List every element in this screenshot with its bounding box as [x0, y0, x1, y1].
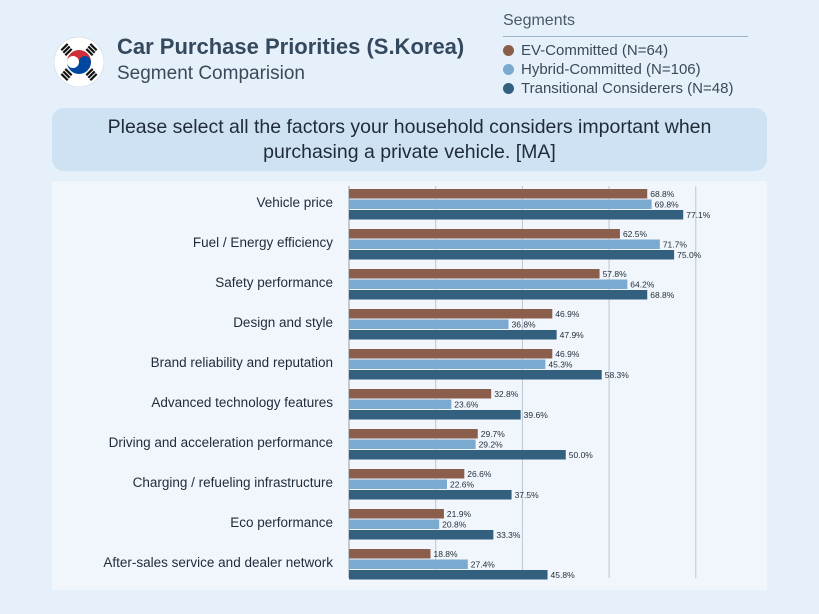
- data-label-ev: 46.9%: [555, 309, 580, 319]
- survey-question-box: Please select all the factors your house…: [52, 108, 767, 171]
- legend-label-ev: EV-Committed (N=64): [521, 42, 669, 59]
- bar-ev: [349, 229, 620, 239]
- data-label-ev: 18.8%: [433, 549, 458, 559]
- legend-title: Segments: [503, 12, 748, 37]
- bar-transitional: [349, 570, 548, 580]
- data-label-hybrid: 71.7%: [663, 240, 688, 250]
- bar-transitional: [349, 370, 602, 380]
- data-label-hybrid: 20.8%: [442, 520, 467, 530]
- bar-hybrid: [349, 319, 509, 329]
- category-label: After-sales service and dealer network: [103, 555, 333, 570]
- bar-transitional: [349, 530, 494, 540]
- data-label-ev: 57.8%: [603, 269, 628, 279]
- data-label-ev: 29.7%: [481, 429, 506, 439]
- data-label-ev: 46.9%: [555, 349, 580, 359]
- bar-transitional: [349, 490, 512, 500]
- data-label-ev: 68.8%: [650, 189, 675, 199]
- legend-label-hybrid: Hybrid-Committed (N=106): [521, 61, 701, 78]
- bar-transitional: [349, 290, 648, 300]
- category-label: Advanced technology features: [151, 395, 333, 410]
- bar-hybrid: [349, 239, 660, 249]
- bar-hybrid: [349, 199, 652, 209]
- category-label: Brand reliability and reputation: [151, 355, 333, 370]
- bar-hybrid: [349, 559, 468, 569]
- legend-swatch-ev: [503, 45, 514, 56]
- data-label-transitional: 45.8%: [551, 570, 576, 580]
- category-label: Vehicle price: [256, 195, 333, 210]
- data-label-hybrid: 23.6%: [454, 400, 479, 410]
- data-label-ev: 62.5%: [623, 229, 648, 239]
- bar-hybrid: [349, 519, 440, 529]
- survey-question-text: Please select all the factors your house…: [107, 115, 712, 163]
- legend-item-transitional: Transitional Considerers (N=48): [503, 79, 748, 98]
- data-label-hybrid: 69.8%: [655, 200, 680, 210]
- bar-ev: [349, 509, 444, 519]
- chart-subtitle: Segment Comparision: [117, 63, 305, 84]
- bar-transitional: [349, 450, 566, 460]
- bar-transitional: [349, 250, 675, 260]
- data-label-ev: 26.6%: [467, 469, 492, 479]
- category-label: Eco performance: [230, 515, 333, 530]
- data-label-ev: 32.8%: [494, 389, 519, 399]
- data-label-transitional: 39.6%: [524, 410, 549, 420]
- data-label-transitional: 68.8%: [650, 290, 675, 300]
- legend-item-hybrid: Hybrid-Committed (N=106): [503, 60, 748, 79]
- bar-ev: [349, 549, 431, 559]
- category-label: Charging / refueling infrastructure: [133, 475, 333, 490]
- bar-hybrid: [349, 439, 476, 449]
- bar-transitional: [349, 410, 521, 420]
- data-label-transitional: 75.0%: [677, 250, 702, 260]
- data-label-transitional: 47.9%: [560, 330, 585, 340]
- bar-ev: [349, 429, 478, 439]
- bar-hybrid: [349, 279, 628, 289]
- legend-label-transitional: Transitional Considerers (N=48): [521, 80, 734, 97]
- bar-ev: [349, 309, 553, 319]
- legend: Segments EV-Committed (N=64) Hybrid-Comm…: [503, 12, 748, 98]
- data-label-transitional: 37.5%: [515, 490, 540, 500]
- chart-area: Vehicle price 68.8% 69.8% 77.1% Fuel / Energ…: [52, 181, 767, 590]
- data-label-hybrid: 45.3%: [548, 360, 573, 370]
- bar-hybrid: [349, 359, 546, 369]
- data-label-transitional: 33.3%: [496, 530, 521, 540]
- bar-ev: [349, 469, 465, 479]
- data-label-hybrid: 29.2%: [479, 440, 504, 450]
- category-label: Design and style: [233, 315, 333, 330]
- bar-hybrid: [349, 479, 447, 489]
- category-label: Driving and acceleration performance: [109, 435, 333, 450]
- data-label-transitional: 77.1%: [686, 210, 711, 220]
- legend-swatch-hybrid: [503, 64, 514, 75]
- bar-transitional: [349, 330, 557, 340]
- bar-ev: [349, 349, 553, 359]
- bar-ev: [349, 269, 600, 279]
- data-label-transitional: 50.0%: [569, 450, 594, 460]
- category-label: Safety performance: [215, 275, 333, 290]
- bar-ev: [349, 389, 492, 399]
- category-label: Fuel / Energy efficiency: [193, 235, 333, 250]
- data-label-ev: 21.9%: [447, 509, 472, 519]
- data-label-hybrid: 22.6%: [450, 480, 475, 490]
- south-korea-flag-icon: [54, 37, 104, 87]
- data-label-hybrid: 27.4%: [471, 560, 496, 570]
- data-label-transitional: 58.3%: [605, 370, 630, 380]
- legend-item-ev: EV-Committed (N=64): [503, 41, 748, 60]
- bar-ev: [349, 189, 648, 199]
- legend-swatch-transitional: [503, 83, 514, 94]
- chart-title: Car Purchase Priorities (S.Korea): [117, 34, 465, 59]
- data-label-hybrid: 36.8%: [512, 320, 537, 330]
- data-label-hybrid: 64.2%: [630, 280, 655, 290]
- bar-transitional: [349, 210, 684, 220]
- bar-hybrid: [349, 399, 452, 409]
